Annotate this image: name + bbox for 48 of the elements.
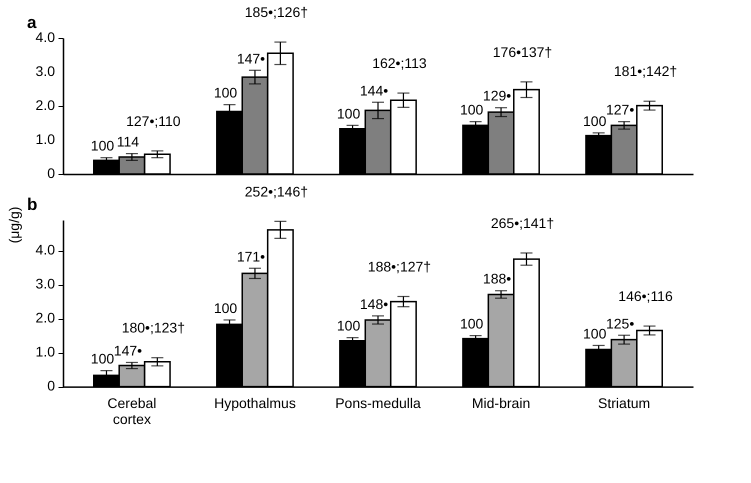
text: 185•;126† — [244, 4, 308, 20]
annotation: 100 — [460, 316, 484, 332]
annotation: 100 — [214, 84, 238, 101]
annotation: 100 — [90, 138, 114, 154]
y-tick-label: 0 — [47, 165, 56, 181]
annotation: 100 — [336, 318, 360, 334]
annotation: 127• — [606, 102, 634, 118]
y-tick-label: 3.0 — [36, 276, 56, 292]
text: 252•;146† — [244, 183, 308, 200]
annotation: 100 — [460, 102, 484, 118]
annotation: 148• — [360, 296, 388, 312]
y-tick-label: 2.0 — [36, 310, 56, 326]
annotation: 100 — [214, 300, 238, 316]
annotation: 181•;142† — [614, 63, 678, 80]
y-tick-label: 0 — [47, 378, 56, 394]
annotation: 171• — [236, 248, 266, 264]
annotation: 125• — [606, 315, 634, 332]
annotation: 188• — [482, 270, 512, 287]
x-tick-label: Striatum — [598, 395, 650, 412]
y-axis-title: (μg/g) — [6, 206, 22, 244]
x-tick-label: Hypothalmus — [214, 395, 296, 412]
annotation: 265•;141† — [490, 214, 554, 231]
annotation: 127•;110 — [126, 112, 181, 129]
annotation: 147• — [236, 50, 266, 66]
x-tick-label: Pons-medulla — [335, 395, 422, 412]
y-tick-label: 4.0 — [36, 242, 56, 258]
annotation: 147• — [114, 342, 142, 358]
x-tick-label: Mid-brain — [472, 395, 530, 412]
annotation: 129• — [482, 88, 512, 104]
annotation: 176•137† — [492, 44, 552, 60]
annotation: 188•;127† — [368, 258, 432, 274]
x-tick-label: Cerebal cortex — [107, 395, 156, 428]
annotation: 180•;123† — [122, 320, 185, 336]
y-tick-label: 2.0 — [36, 97, 56, 113]
annotation: 114 — [116, 134, 140, 150]
y-tick-label: 4.0 — [36, 29, 56, 45]
annotation: 146•;116 — [618, 288, 673, 304]
y-tick-label: 1.0 — [36, 131, 56, 147]
annotation: 144• — [360, 82, 388, 98]
annotation: 162•;113 — [372, 55, 427, 72]
annotation: 100 — [90, 350, 114, 367]
y-tick-label: 3.0 — [36, 63, 56, 79]
annotation: 100 — [582, 325, 607, 342]
y-tick-label: 1.0 — [36, 344, 56, 360]
chart-title: a — [27, 13, 37, 32]
chart-title: b — [27, 195, 38, 214]
annotation: 100 — [336, 105, 360, 122]
annotation: 100 — [582, 112, 607, 129]
